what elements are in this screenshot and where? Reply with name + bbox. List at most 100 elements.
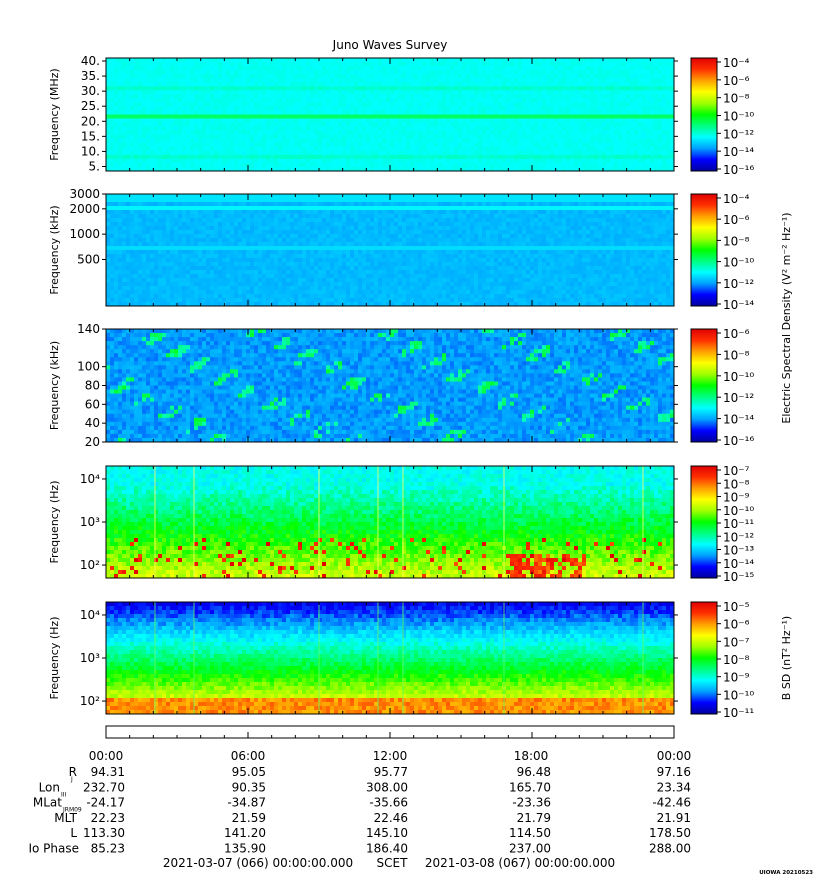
spectrogram-cell (498, 122, 503, 128)
spectrogram-cell (614, 102, 619, 107)
spectrogram-cell (514, 90, 519, 95)
spectrogram-cell (514, 194, 519, 199)
spectrogram-cell (646, 194, 651, 199)
spectrogram-cell (346, 130, 351, 136)
spectrogram-cell (390, 70, 395, 75)
spectrogram-cell (210, 126, 215, 132)
spectrogram-cell (278, 82, 283, 87)
spectrogram-cell (582, 150, 587, 156)
spectrogram-cell (494, 62, 499, 67)
spectrogram-cell (582, 214, 587, 219)
spectrogram-cell (246, 106, 251, 111)
spectrogram-cell (450, 202, 455, 207)
spectrogram-cell (590, 130, 595, 136)
spectrogram-cell (522, 78, 527, 83)
spectrogram-cell (622, 198, 627, 203)
spectrogram-cell (598, 70, 603, 75)
spectrogram-cell (370, 82, 375, 87)
spectrogram-cell (370, 74, 375, 79)
spectrogram-cell (514, 98, 519, 103)
spectrogram-cell (330, 114, 335, 119)
spectrogram-cell (454, 78, 459, 83)
spectrogram-cell (550, 86, 555, 91)
spectrogram-cell (610, 98, 615, 103)
spectrogram-cell (274, 162, 279, 168)
spectrogram-cell (362, 106, 367, 111)
spectrogram-cell (242, 106, 247, 111)
spectrogram-cell (626, 102, 631, 107)
spectrogram-cell (182, 90, 187, 95)
spectrogram-cell (258, 130, 263, 136)
spectrogram-cell (222, 66, 227, 71)
spectrogram-cell (594, 162, 599, 168)
spectrogram-cell (542, 122, 547, 128)
spectrogram-cell (218, 78, 223, 83)
spectrogram-cell (242, 98, 247, 103)
spectrogram-cell (250, 118, 255, 123)
spectrogram-cell (654, 210, 659, 215)
spectrogram-cell (254, 202, 259, 207)
spectrogram-cell (442, 114, 447, 119)
spectrogram-cell (642, 202, 647, 207)
spectrogram-cell (266, 90, 271, 95)
spectrogram-cell (142, 62, 147, 67)
spectrogram-cell (242, 82, 247, 87)
spectrogram-cell (402, 154, 407, 160)
spectrogram-cell (258, 158, 263, 164)
spectrogram-cell (386, 90, 391, 95)
spectrogram-cell (598, 62, 603, 67)
spectrogram-cell (562, 118, 567, 123)
spectrogram-cell (262, 122, 267, 128)
spectrogram-cell (202, 146, 207, 152)
spectrogram-cell (642, 138, 647, 144)
spectrogram-cell (614, 106, 619, 111)
spectrogram-cell (394, 150, 399, 156)
spectrogram-cell (634, 154, 639, 160)
spectrogram-cell (630, 74, 635, 79)
spectrogram-cell (666, 102, 671, 107)
spectrogram-cell (518, 206, 523, 211)
spectrogram-cell (218, 126, 223, 132)
spectrogram-cell (170, 150, 175, 156)
spectrogram-cell (122, 94, 127, 99)
spectrogram-cell (310, 214, 315, 219)
spectrogram-cell (578, 206, 583, 211)
spectrogram-cell (562, 154, 567, 160)
spectrogram-cell (214, 198, 219, 203)
spectrogram-cell (578, 214, 583, 219)
spectrogram-cell (402, 90, 407, 95)
spectrogram-cell (230, 206, 235, 211)
spectrogram-cell (526, 62, 531, 67)
spectrogram-cell (650, 134, 655, 140)
spectrogram-cell (586, 202, 591, 207)
spectrogram-cell (326, 166, 331, 172)
spectrogram-cell (278, 142, 283, 148)
spectrogram-cell (478, 86, 483, 91)
spectrogram-cell (198, 78, 203, 83)
spectrogram-cell (342, 154, 347, 160)
spectrogram-cell (502, 110, 507, 115)
spectrogram-cell (194, 118, 199, 123)
spectrogram-cell (594, 142, 599, 148)
spectrogram-cell (230, 126, 235, 132)
spectrogram-cell (130, 158, 135, 164)
spectrogram-cell (434, 150, 439, 156)
spectrogram-cell (342, 150, 347, 156)
spectrogram-cell (502, 114, 507, 119)
spectrogram-cell (526, 94, 531, 99)
spectrogram-cell (618, 78, 623, 83)
spectrogram-cell (318, 162, 323, 168)
spectrogram-cell (394, 66, 399, 71)
spectrogram-cell (458, 150, 463, 156)
spectrogram-cell (254, 130, 259, 136)
spectrogram-cell (410, 210, 415, 215)
spectrogram-cell (426, 146, 431, 152)
spectrogram-cell (210, 158, 215, 164)
spectrogram-cell (182, 154, 187, 160)
spectrogram-cell (494, 90, 499, 95)
spectrogram-cell (346, 62, 351, 67)
spectrogram-cell (246, 198, 251, 203)
spectrogram-cell (314, 202, 319, 207)
spectrogram-cell (178, 58, 183, 63)
